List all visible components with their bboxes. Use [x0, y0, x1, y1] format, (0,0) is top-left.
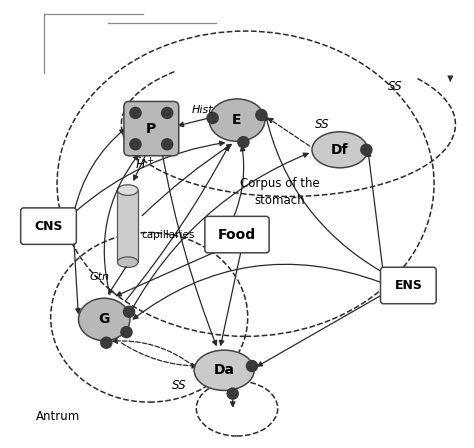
FancyBboxPatch shape	[205, 216, 269, 253]
Circle shape	[361, 144, 372, 155]
Text: P: P	[146, 121, 156, 136]
Ellipse shape	[194, 350, 254, 390]
Circle shape	[101, 337, 112, 348]
Circle shape	[121, 327, 132, 338]
Text: G: G	[99, 312, 110, 327]
Text: $\it{H}^+$: $\it{H}^+$	[135, 157, 155, 172]
Circle shape	[256, 109, 267, 121]
Text: ENS: ENS	[394, 279, 422, 292]
Circle shape	[124, 306, 135, 317]
FancyBboxPatch shape	[381, 267, 436, 304]
Text: capillaries: capillaries	[141, 230, 195, 240]
Circle shape	[207, 112, 218, 124]
Ellipse shape	[209, 99, 265, 141]
Ellipse shape	[118, 257, 138, 267]
Text: SS: SS	[172, 379, 186, 392]
Ellipse shape	[118, 185, 138, 195]
Text: E: E	[232, 113, 242, 127]
Text: SS: SS	[388, 80, 403, 93]
Text: CNS: CNS	[34, 220, 63, 233]
Circle shape	[246, 361, 257, 371]
FancyBboxPatch shape	[21, 208, 76, 244]
Ellipse shape	[312, 132, 368, 168]
Circle shape	[130, 108, 141, 118]
Text: Food: Food	[218, 228, 256, 241]
Text: Df: Df	[331, 143, 348, 157]
Text: Hist: Hist	[192, 104, 214, 115]
Text: Corpus of the
stomach: Corpus of the stomach	[240, 177, 320, 207]
Circle shape	[238, 137, 249, 148]
Circle shape	[162, 139, 173, 150]
Text: Antrum: Antrum	[36, 410, 80, 423]
Text: SS: SS	[315, 118, 330, 131]
Text: Gtn: Gtn	[89, 272, 109, 282]
Bar	[118, 190, 138, 262]
Circle shape	[130, 139, 141, 150]
Circle shape	[162, 108, 173, 118]
FancyBboxPatch shape	[124, 101, 179, 156]
Text: Da: Da	[214, 363, 235, 377]
Circle shape	[227, 388, 238, 399]
Ellipse shape	[79, 298, 130, 340]
